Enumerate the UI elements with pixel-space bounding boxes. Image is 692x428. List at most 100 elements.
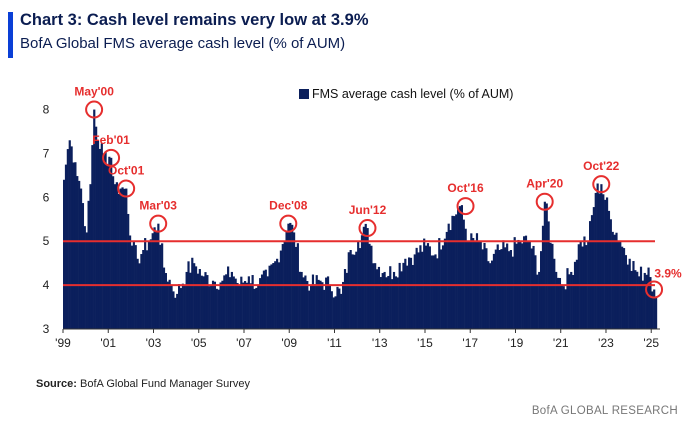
bar	[323, 289, 326, 329]
bar	[523, 236, 526, 329]
bar	[100, 143, 103, 329]
bar	[236, 283, 239, 329]
bar	[193, 263, 196, 329]
bar	[311, 274, 315, 329]
bar	[309, 285, 313, 329]
x-tick-label: '19	[508, 336, 524, 350]
bar	[400, 271, 403, 329]
bar	[553, 258, 556, 329]
bar	[340, 293, 343, 329]
bar	[127, 213, 130, 329]
bar	[419, 245, 422, 329]
bar	[89, 184, 92, 329]
annotation-circle	[645, 280, 664, 299]
bar	[228, 277, 232, 329]
bar	[381, 273, 384, 329]
bar	[351, 254, 354, 329]
bar	[432, 255, 435, 329]
bar	[492, 253, 496, 329]
bar	[375, 269, 379, 329]
bar	[95, 126, 98, 330]
bar	[406, 265, 409, 329]
bar	[125, 188, 128, 329]
bar	[142, 250, 145, 329]
bar	[162, 267, 166, 329]
bar	[110, 157, 113, 329]
bar	[577, 244, 580, 329]
bar	[179, 288, 183, 329]
bar	[630, 270, 633, 329]
bar	[387, 275, 390, 329]
bar	[364, 223, 367, 329]
bar	[564, 289, 567, 329]
bar	[144, 238, 147, 329]
bar	[647, 267, 650, 329]
bar	[498, 250, 501, 329]
bar	[413, 254, 416, 329]
bar	[470, 233, 473, 329]
bar	[615, 232, 618, 329]
bar	[289, 222, 292, 329]
peak-annotations: May'00 Feb'01 Oct'01 Mar'03 Dec'08 Jun'12 Oct'…	[74, 85, 682, 299]
bar	[204, 272, 207, 329]
bar	[636, 271, 639, 329]
bar	[200, 275, 203, 329]
bar	[359, 248, 362, 329]
source-text: BofA Global Fund Manager Survey	[76, 378, 251, 390]
bar	[434, 254, 437, 329]
bar	[242, 282, 245, 329]
bar	[155, 231, 158, 329]
bar	[210, 285, 213, 329]
bar	[462, 219, 465, 329]
bar	[360, 235, 364, 329]
bar	[455, 214, 458, 329]
chart-subtitle: BofA Global FMS average cash level (% of…	[20, 35, 346, 52]
bar	[370, 245, 373, 329]
bar	[641, 280, 644, 329]
bar	[293, 232, 296, 329]
bar	[151, 233, 154, 329]
bar	[225, 274, 228, 329]
bar	[191, 257, 194, 329]
bar	[270, 264, 273, 329]
x-tick-label: '01	[100, 336, 116, 350]
bar	[326, 276, 330, 329]
bar	[78, 180, 81, 329]
x-tick-label: '15	[417, 336, 433, 350]
bar	[585, 245, 588, 329]
bar	[556, 277, 560, 329]
bar	[560, 285, 563, 329]
bar	[602, 194, 605, 329]
bar	[247, 276, 250, 329]
bar	[447, 223, 450, 329]
bar	[325, 277, 328, 329]
bar	[475, 233, 479, 329]
bar	[257, 285, 260, 329]
bar	[202, 276, 205, 329]
bar	[443, 238, 447, 329]
bar	[264, 269, 267, 329]
bar	[172, 291, 175, 329]
bar	[572, 274, 575, 329]
bar	[277, 262, 281, 329]
bar	[509, 250, 513, 329]
bar	[187, 261, 190, 329]
bar	[570, 271, 573, 329]
bar	[411, 264, 414, 329]
bar	[472, 238, 475, 329]
bar	[596, 183, 599, 329]
bar	[300, 271, 303, 329]
bar	[506, 243, 509, 329]
legend-swatch	[299, 89, 309, 99]
bar-series	[63, 109, 658, 330]
bar	[521, 243, 524, 329]
bar	[613, 234, 616, 329]
bar	[372, 263, 375, 329]
bar	[547, 221, 550, 329]
x-tick-label: '13	[372, 336, 388, 350]
bar	[555, 271, 558, 329]
bar	[285, 231, 288, 329]
y-tick-label: 6	[43, 190, 50, 204]
bar	[643, 272, 646, 329]
bar	[223, 275, 226, 329]
